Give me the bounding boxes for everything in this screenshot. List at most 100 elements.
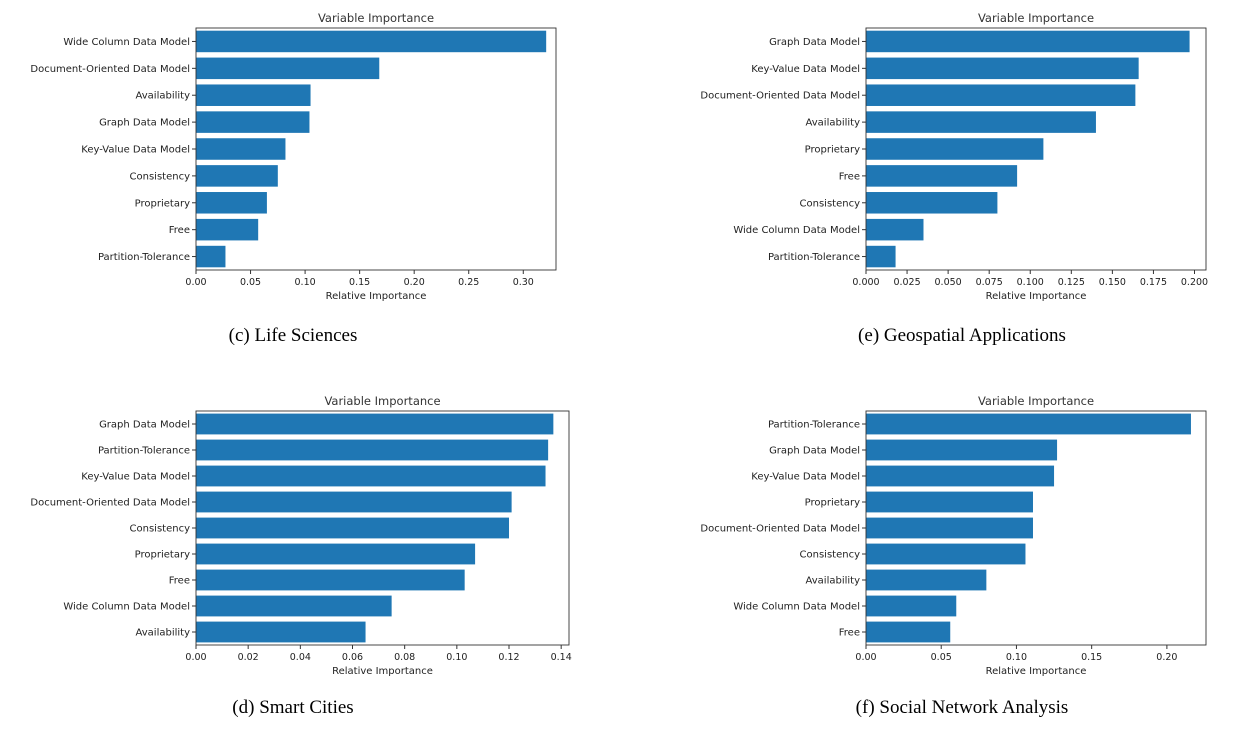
x-tick-label: 0.20 [1156,652,1177,663]
y-tick-label: Wide Column Data Model [63,602,190,613]
caption-geospatial: (e) Geospatial Applications [858,325,1066,346]
bar [196,439,549,461]
chart-panel-life-sciences: Variable Importance Wide Column Data Mode… [0,0,600,320]
x-tick-label: 0.150 [1099,277,1126,288]
y-tick-label: Proprietary [805,498,860,509]
x-tick-label: 0.15 [1081,652,1102,663]
x-tick-label: 0.025 [893,277,920,288]
y-tick-label: Graph Data Model [769,446,860,457]
y-tick-label: Free [169,225,190,236]
x-tick-label: 0.000 [852,277,879,288]
bar-chart: Variable Importance Graph Data Model Key-V… [700,11,1208,302]
x-tick-label: 0.075 [976,277,1003,288]
y-tick-label: Free [839,628,860,639]
y-tick-label: Consistency [130,524,191,535]
y-tick-label: Free [169,576,190,587]
x-tick-label: 0.15 [349,277,370,288]
bar [196,245,226,268]
y-tick-label: Wide Column Data Model [733,602,860,613]
x-tick-label: 0.20 [404,277,425,288]
y-tick-label: Partition-Tolerance [768,420,860,431]
bar [866,491,1033,513]
bar [196,138,286,160]
bar [196,465,546,487]
chart-panel-social-network: Variable Importance Partition-Tolerance Gr… [640,385,1240,695]
x-axis-label: Relative Importance [986,666,1087,677]
bar [196,543,476,565]
x-tick-label: 0.00 [185,652,206,663]
caption-social-network: (f) Social Network Analysis [855,697,1069,718]
y-tick-label: Partition-Tolerance [768,252,860,263]
y-tick-label: Free [839,171,860,182]
x-tick-label: 0.05 [931,652,952,663]
y-tick-label: Wide Column Data Model [733,225,860,236]
x-tick-label: 0.08 [394,652,415,663]
y-tick-label: Document-Oriented Data Model [700,91,860,102]
bar [866,218,924,241]
chart-panel-geospatial: Variable Importance Graph Data Model Key-V… [640,0,1240,320]
chart-title: Variable Importance [978,11,1094,25]
bar [866,621,951,643]
bar-chart: Variable Importance Partition-Tolerance Gr… [700,394,1207,677]
bar [866,138,1044,160]
y-tick-label: Graph Data Model [99,118,190,129]
bar [196,517,510,539]
y-tick-label: Proprietary [135,550,190,561]
x-tick-label: 0.30 [513,277,534,288]
bar [196,218,259,241]
x-axis-label: Relative Importance [326,291,427,302]
bar [866,84,1136,106]
bar [196,491,512,513]
x-tick-label: 0.10 [446,652,467,663]
x-tick-label: 0.02 [238,652,259,663]
x-tick-label: 0.175 [1140,277,1167,288]
x-tick-label: 0.200 [1181,277,1208,288]
bar [196,192,267,214]
y-tick-label: Availability [135,628,190,639]
x-tick-label: 0.05 [240,277,261,288]
y-tick-label: Proprietary [135,198,190,209]
bar [866,413,1191,435]
x-tick-label: 0.050 [935,277,962,288]
bar [866,517,1033,539]
x-axis-label: Relative Importance [986,291,1087,302]
x-tick-label: 0.25 [458,277,479,288]
y-tick-label: Document-Oriented Data Model [30,498,190,509]
y-tick-label: Consistency [130,171,191,182]
y-tick-label: Availability [135,91,190,102]
y-tick-label: Partition-Tolerance [98,252,190,263]
x-tick-label: 0.04 [290,652,311,663]
bar [866,192,998,214]
x-tick-label: 0.00 [855,652,876,663]
y-tick-label: Graph Data Model [769,37,860,48]
bar [196,57,380,80]
x-tick-label: 0.100 [1017,277,1044,288]
bar [866,57,1139,80]
bar [866,465,1055,487]
axes-frame [195,410,570,646]
y-tick-label: Proprietary [805,145,860,156]
y-tick-label: Document-Oriented Data Model [700,524,860,535]
y-tick-label: Consistency [800,198,861,209]
y-tick-label: Partition-Tolerance [98,446,190,457]
y-tick-label: Key-Value Data Model [81,472,190,483]
x-tick-label: 0.12 [498,652,519,663]
bar [866,30,1190,53]
y-tick-label: Wide Column Data Model [63,37,190,48]
y-tick-label: Graph Data Model [99,420,190,431]
bar-chart: Variable Importance Graph Data Model Parti… [30,394,572,677]
bar [196,111,310,133]
x-tick-label: 0.00 [185,277,206,288]
chart-title: Variable Importance [318,11,434,25]
axes-frame [865,27,1207,271]
axes-frame [195,27,557,271]
x-tick-label: 0.14 [551,652,572,663]
y-tick-label: Document-Oriented Data Model [30,64,190,75]
y-tick-label: Key-Value Data Model [81,145,190,156]
caption-life-sciences: (c) Life Sciences [228,325,358,346]
axes-frame [865,410,1207,646]
caption-smart-cities: (d) Smart Cities [232,697,354,718]
bar [196,165,278,187]
x-tick-label: 0.10 [1006,652,1027,663]
y-tick-label: Consistency [800,550,861,561]
